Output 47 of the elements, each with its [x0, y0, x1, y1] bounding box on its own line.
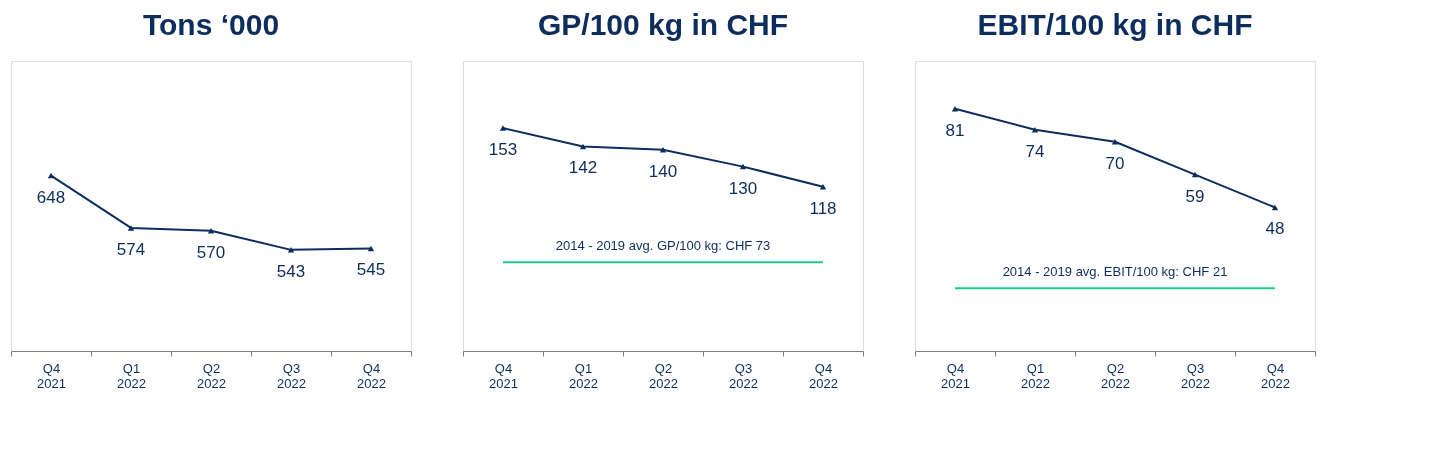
point: [951, 106, 959, 112]
data-label: 142: [568, 158, 598, 178]
x-tick-label: Q1 2022: [569, 360, 598, 391]
ref-line-label: 2014 - 2019 avg. EBIT/100 kg: CHF 21: [1002, 264, 1228, 280]
x-tick-label: Q4 2021: [941, 360, 970, 391]
data-label: 574: [116, 239, 146, 259]
data-label: 59: [1185, 186, 1205, 206]
data-label: 545: [356, 260, 386, 280]
x-tick-label: Q3 2022: [277, 360, 306, 391]
point: [739, 163, 747, 170]
x-tick-label: Q3 2022: [1181, 360, 1210, 391]
x-tick-label: Q4 2021: [489, 360, 518, 391]
data-label: 70: [1105, 153, 1125, 173]
x-tick-label: Q4 2022: [1261, 360, 1290, 391]
point: [579, 143, 587, 150]
data-label: 81: [945, 120, 965, 140]
data-label: 140: [648, 161, 678, 181]
chart-title: GP/100 kg in CHF: [537, 8, 789, 41]
chart-title: Tons ‘000: [142, 8, 280, 41]
point: [659, 147, 667, 153]
point: [1031, 127, 1039, 133]
data-label: 118: [809, 198, 837, 218]
x-tick-label: Q4 2022: [357, 360, 386, 391]
point: [287, 247, 295, 253]
data-label: 153: [488, 140, 518, 160]
point: [1191, 171, 1199, 178]
x-tick-label: Q2 2022: [1101, 360, 1130, 391]
point: [127, 225, 135, 231]
x-tick-label: Q1 2022: [117, 360, 146, 391]
chart-title: EBIT/100 kg in CHF: [977, 8, 1253, 41]
x-tick-label: Q4 2022: [809, 360, 838, 391]
x-tick-label: Q4 2021: [37, 360, 66, 391]
x-tick-label: Q3 2022: [729, 360, 758, 391]
data-label: 570: [196, 242, 226, 262]
x-tick-label: Q2 2022: [649, 360, 678, 391]
data-label: 130: [728, 178, 758, 198]
data-label: 48: [1265, 219, 1285, 239]
point: [499, 125, 507, 131]
ref-line-label: 2014 - 2019 avg. GP/100 kg: CHF 73: [555, 238, 771, 254]
x-tick-label: Q1 2022: [1021, 360, 1050, 391]
data-label: 543: [276, 261, 306, 281]
x-tick-label: Q2 2022: [197, 360, 226, 391]
point: [1271, 204, 1279, 211]
data-label: 648: [36, 187, 66, 207]
point: [367, 245, 375, 252]
point: [47, 172, 55, 179]
data-label: 74: [1025, 141, 1045, 161]
